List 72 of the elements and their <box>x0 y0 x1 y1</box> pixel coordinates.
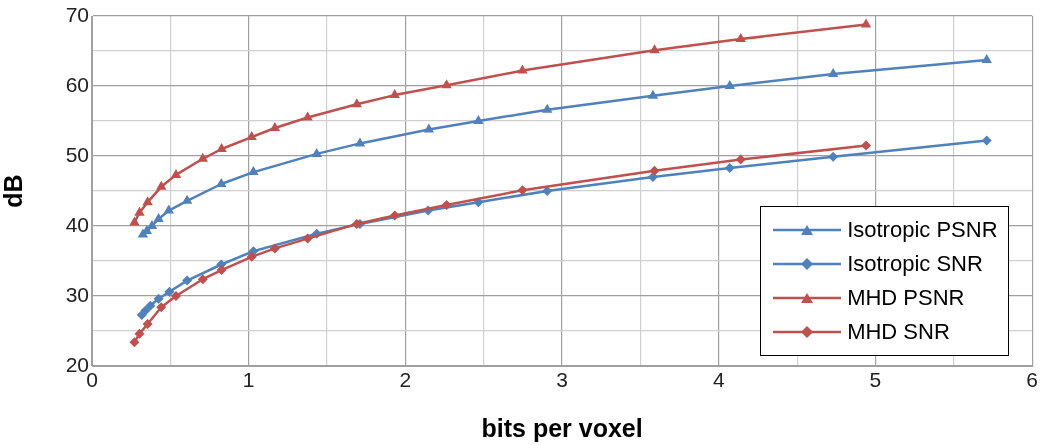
point <box>163 204 174 214</box>
point <box>389 89 400 99</box>
point <box>861 140 872 151</box>
y-tick-label: 60 <box>65 72 89 96</box>
point <box>828 151 839 162</box>
point <box>441 79 452 89</box>
point <box>129 337 140 348</box>
legend-label: Isotropic SNR <box>847 251 983 277</box>
point <box>156 302 167 313</box>
y-tick-label: 70 <box>65 2 89 26</box>
point <box>164 286 175 297</box>
point <box>649 165 660 176</box>
point <box>542 186 553 196</box>
point <box>542 103 553 113</box>
point <box>170 291 181 301</box>
x-tick-label: 5 <box>869 368 882 392</box>
point <box>153 213 164 222</box>
point <box>140 305 151 316</box>
x-tick-label: 6 <box>1026 368 1038 392</box>
point <box>302 233 313 244</box>
point <box>246 251 257 262</box>
point <box>142 196 153 206</box>
point <box>860 18 872 28</box>
point <box>735 33 746 43</box>
point <box>724 162 735 173</box>
point <box>981 54 992 64</box>
point <box>354 137 366 147</box>
point <box>197 274 208 285</box>
point <box>216 178 227 187</box>
point <box>517 64 528 74</box>
point <box>134 206 145 216</box>
point <box>649 44 660 54</box>
x-axis-title: bits per voxel <box>481 413 643 442</box>
x-tick-label: 4 <box>712 368 725 392</box>
x-tick-label: 2 <box>399 368 412 392</box>
y-tick-label: 20 <box>65 352 89 376</box>
y-tick-label: 40 <box>65 212 89 236</box>
point <box>153 293 164 304</box>
point <box>216 265 227 276</box>
point <box>134 328 145 339</box>
point <box>302 111 313 121</box>
legend-label: MHD PSNR <box>847 285 965 311</box>
x-tick-label: 3 <box>556 368 568 392</box>
point <box>351 98 363 108</box>
point <box>473 115 484 124</box>
point <box>423 123 435 133</box>
point <box>156 180 167 190</box>
point <box>129 216 140 226</box>
point <box>724 80 735 89</box>
point <box>827 68 839 78</box>
point <box>216 143 227 152</box>
legend-label: MHD SNR <box>847 319 950 345</box>
point <box>269 243 280 254</box>
point <box>441 200 452 210</box>
y-tick-label: 50 <box>65 142 89 166</box>
x-tick-label: 1 <box>242 368 255 392</box>
point <box>981 135 992 146</box>
y-tick-label: 30 <box>65 282 89 306</box>
point <box>170 168 182 178</box>
point <box>142 319 153 329</box>
point <box>197 152 208 162</box>
point <box>182 275 193 286</box>
point <box>647 89 659 99</box>
legend-label: Isotropic PSNR <box>847 217 998 243</box>
y-axis-title: dB <box>0 174 27 208</box>
point <box>145 300 156 311</box>
point <box>248 166 259 176</box>
point <box>517 185 528 196</box>
point <box>735 154 746 165</box>
point <box>246 131 257 141</box>
point <box>311 147 322 157</box>
point <box>389 210 400 221</box>
